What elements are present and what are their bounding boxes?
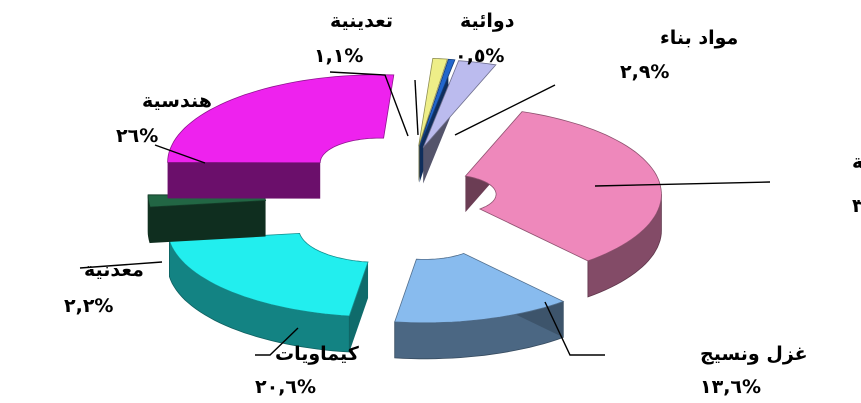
pie-slice-2 <box>168 232 369 353</box>
slice-value-3: %٢,٢ <box>64 295 113 317</box>
pie-slice-4 <box>167 74 395 199</box>
slice-label-1: غزل ونسيج <box>700 343 808 365</box>
slice-label-4: هندسية <box>142 90 212 112</box>
leader-line-7 <box>454 84 556 136</box>
pie-slice-7 <box>422 60 497 184</box>
slice-labels: غذائية %٣٣,١ غزل ونسيج %١٣,٦ كيماويات %٢٠,٦ مع… <box>64 10 861 398</box>
leader-line-6 <box>414 79 419 136</box>
leader-line-0 <box>594 181 771 187</box>
leader-line-1 <box>544 301 605 356</box>
slice-label-7: مواد بناء <box>660 27 738 49</box>
pie-slice-top-0 <box>464 111 662 262</box>
pie-slice-top-5 <box>418 57 448 147</box>
slice-label-5: تعدينية <box>330 10 393 32</box>
pie-slice-top-7 <box>422 60 497 148</box>
slice-label-3: معدنية <box>84 259 144 281</box>
pie-slice-0 <box>464 111 662 298</box>
leader-line-5 <box>329 71 409 137</box>
slice-label-0: غذائية <box>852 151 861 173</box>
slice-value-1: %١٣,٦ <box>700 376 761 398</box>
pie-slice-wall-3 <box>150 200 266 243</box>
slice-value-6: %٠,٥ <box>455 45 504 67</box>
leader-line-2 <box>255 327 299 356</box>
pie-slice-1 <box>394 252 565 360</box>
slice-value-5: %١,١ <box>314 45 363 67</box>
leader-lines <box>79 71 771 356</box>
pie-slice-wall-2 <box>349 262 369 353</box>
pie-slices <box>147 57 662 360</box>
slice-label-2: كيماويات <box>275 343 360 365</box>
pie-slice-wall-4 <box>167 162 321 199</box>
pie-slice-top-2 <box>168 232 369 317</box>
leader-line-4 <box>154 144 206 164</box>
slice-value-4: %٢٦ <box>116 125 158 147</box>
slice-value-0: %٣٣,١ <box>852 195 861 217</box>
leader-line-3 <box>79 261 163 269</box>
pie-slice-top-4 <box>167 74 395 164</box>
pie-slice-3 <box>147 194 267 244</box>
slice-value-7: %٢,٩ <box>620 61 669 83</box>
slice-label-6: دوائية <box>460 10 515 32</box>
pie-slice-top-1 <box>394 252 565 324</box>
pie-slice-top-6 <box>419 58 456 147</box>
slice-value-2: %٢٠,٦ <box>255 376 316 398</box>
